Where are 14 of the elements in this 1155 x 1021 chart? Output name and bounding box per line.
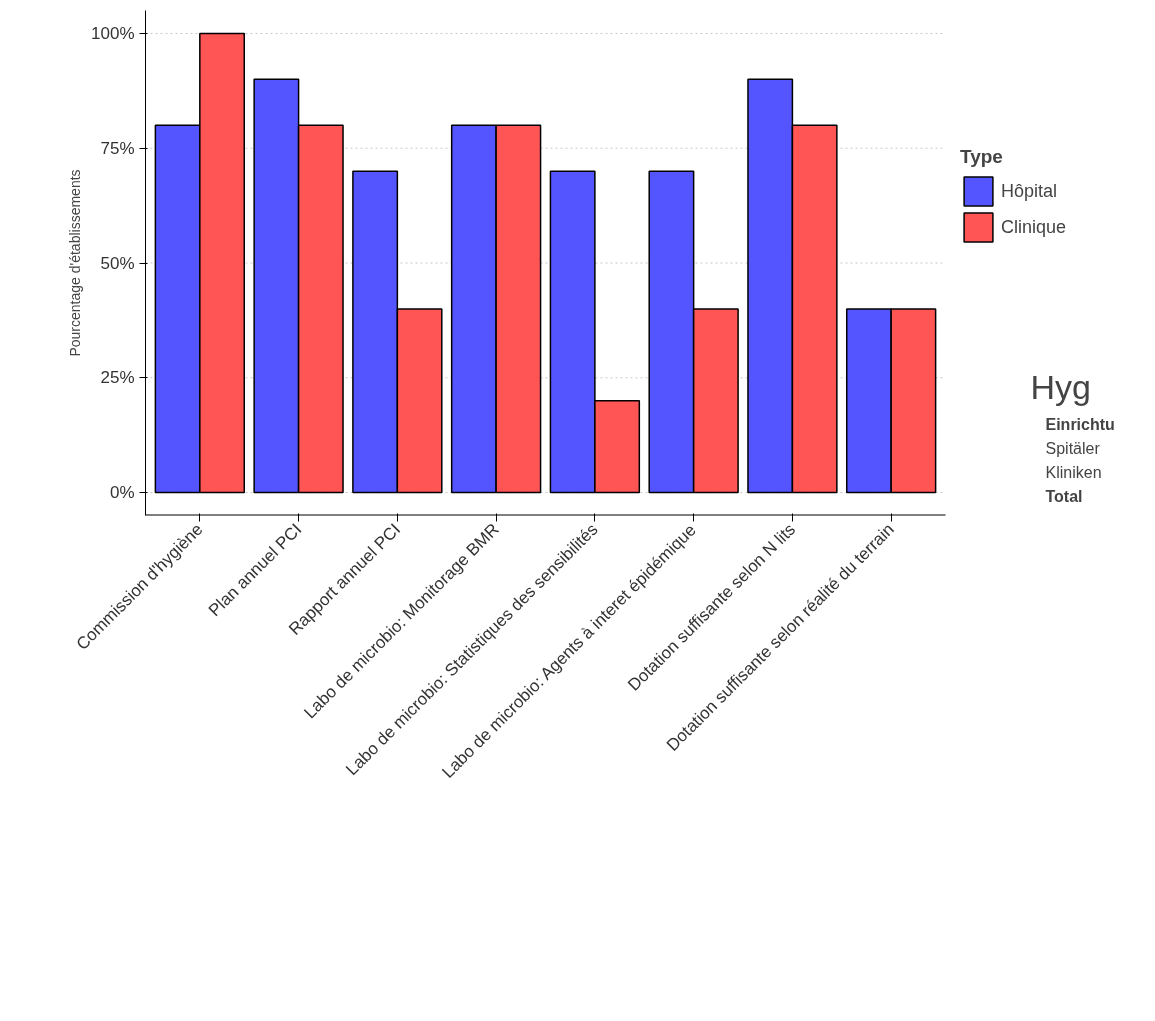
text: Spitäler: [1045, 439, 1101, 457]
text: Einrichtu: [1045, 415, 1115, 433]
legend-label: Hôpital: [1001, 180, 1058, 202]
text: Total: [1045, 487, 1083, 505]
y-tick-label: 50%: [100, 253, 135, 273]
y-tick-label: 25%: [100, 368, 135, 388]
y-tick-label: 75%: [100, 138, 135, 158]
text: Hyg: [1030, 367, 1091, 406]
legend-label: Clinique: [1001, 216, 1067, 238]
y-axis-title: Pourcentage d'établissements: [67, 169, 84, 357]
legend-title: Type: [960, 146, 1004, 168]
y-tick-label: 0%: [109, 483, 135, 503]
text: Kliniken: [1045, 463, 1102, 481]
y-tick-label: 100%: [91, 23, 135, 43]
